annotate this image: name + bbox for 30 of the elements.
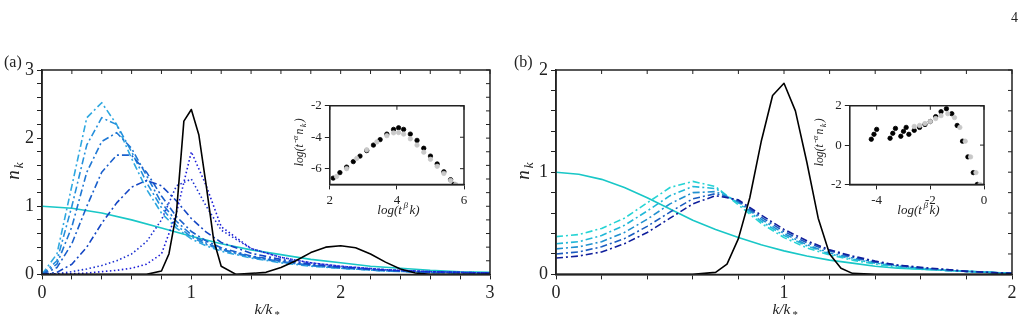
y-tick-label: -4 (310, 128, 323, 144)
y-tick-label: 0 (539, 263, 548, 284)
y-axis-title: log(t-αnk) (811, 118, 828, 167)
y-tick-label: 3 (25, 58, 34, 79)
y-tick-label: 0 (835, 136, 842, 152)
x-tick-label: 0 (980, 191, 988, 207)
y-tick-label: 2 (835, 97, 842, 113)
x-tick-label: 1 (779, 281, 789, 302)
y-tick-label: 2 (25, 126, 34, 147)
x-tick-label: 2 (336, 281, 346, 302)
x-tick-label: 3 (485, 281, 495, 302)
y-axis-title: nk (1, 161, 27, 180)
y-tick-label: 2 (539, 58, 548, 79)
x-tick-label: 2 (1007, 281, 1017, 302)
chart-title: (a) (4, 53, 22, 72)
y-axis-title: nk (511, 161, 537, 180)
y-axis-title: log(t-αnk) (291, 118, 308, 167)
x-tick-label: 1 (186, 281, 196, 302)
y-tick-label: 1 (539, 160, 548, 181)
x-tick-label: 2 (326, 191, 334, 207)
x-axis-title: k/k* (254, 300, 281, 320)
x-tick-label: -4 (871, 191, 883, 207)
y-tick-label: 0 (25, 263, 34, 284)
x-axis-title: k/k* (772, 300, 799, 320)
y-tick-label: -2 (830, 175, 842, 191)
text: 4 (1011, 9, 1018, 25)
chart-title: (b) (514, 53, 533, 72)
x-tick-label: 6 (460, 191, 468, 207)
y-tick-label: -6 (310, 160, 323, 176)
y-tick-label: -2 (310, 97, 322, 113)
